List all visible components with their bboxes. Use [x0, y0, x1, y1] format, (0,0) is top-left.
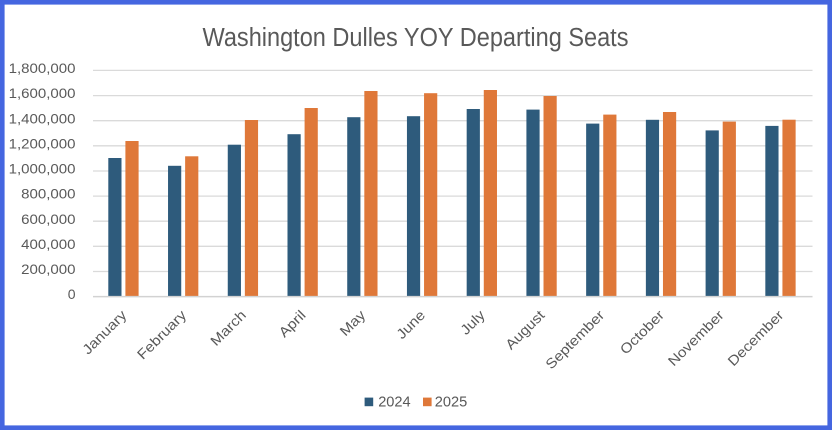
- svg-text:200,000: 200,000: [21, 261, 76, 277]
- svg-text:1,200,000: 1,200,000: [9, 135, 76, 151]
- svg-text:600,000: 600,000: [21, 211, 76, 227]
- svg-text:400,000: 400,000: [21, 236, 76, 252]
- svg-text:1,800,000: 1,800,000: [9, 60, 76, 76]
- svg-text:0: 0: [68, 286, 76, 302]
- svg-text:2025: 2025: [435, 393, 468, 410]
- svg-text:Washington Dulles YOY Departin: Washington Dulles YOY Departing Seats: [203, 24, 629, 52]
- svg-text:1,600,000: 1,600,000: [9, 85, 76, 101]
- svg-text:1,400,000: 1,400,000: [9, 110, 76, 126]
- svg-text:800,000: 800,000: [21, 186, 76, 202]
- svg-text:2024: 2024: [378, 393, 411, 410]
- svg-text:1,000,000: 1,000,000: [9, 161, 76, 177]
